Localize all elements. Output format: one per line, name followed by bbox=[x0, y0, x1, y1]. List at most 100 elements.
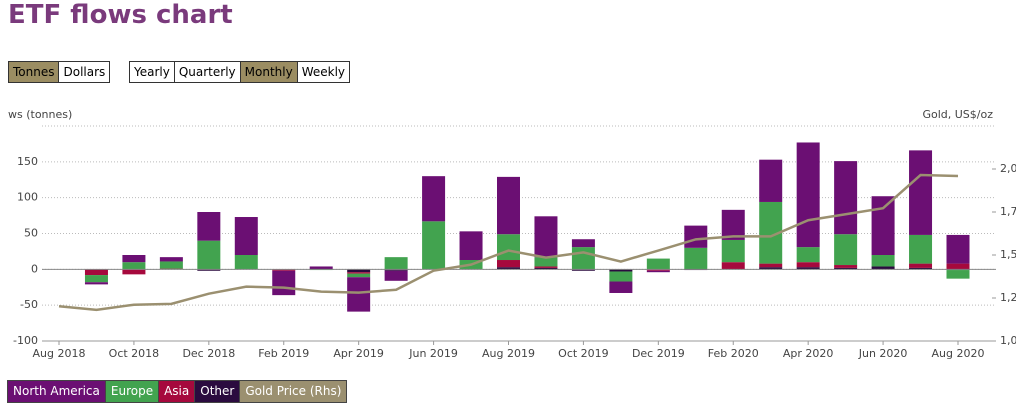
y-tick-label: -100 bbox=[13, 334, 38, 347]
bar-segment bbox=[646, 258, 670, 270]
page-title: ETF flows chart bbox=[8, 0, 233, 30]
legend-item[interactable]: Asia bbox=[158, 380, 196, 403]
bar-segment bbox=[534, 257, 558, 267]
toggle-button[interactable]: Weekly bbox=[296, 61, 350, 83]
toggle-button[interactable]: Dollars bbox=[58, 61, 111, 83]
bar-segment bbox=[384, 269, 408, 271]
bar-segment bbox=[721, 262, 745, 270]
period-toggle: Yearly Quarterly Monthly Weekly bbox=[129, 61, 350, 83]
bar-segment bbox=[309, 266, 333, 270]
bar-segment bbox=[272, 269, 296, 271]
x-tick-label: Aug 2019 bbox=[482, 347, 535, 360]
bar-segment bbox=[497, 176, 520, 235]
bar-segment bbox=[946, 263, 970, 270]
bar-segment bbox=[84, 282, 108, 285]
bar-segment bbox=[234, 217, 258, 255]
bar-segment bbox=[759, 201, 783, 264]
legend-item[interactable]: Gold Price (Rhs) bbox=[239, 380, 348, 403]
bar-segment bbox=[646, 270, 670, 273]
bar-segment bbox=[159, 257, 183, 262]
x-tick-label: Feb 2019 bbox=[258, 347, 309, 360]
y-tick-label: 50 bbox=[24, 227, 38, 240]
legend-item[interactable]: North America bbox=[7, 380, 106, 403]
x-tick-label: Aug 2018 bbox=[33, 347, 86, 360]
bar-segment bbox=[122, 269, 146, 275]
bar-segment bbox=[497, 267, 520, 270]
y2-tick-label: 1,250 bbox=[1000, 291, 1016, 304]
bar-segment bbox=[609, 281, 633, 293]
x-tick-label: Dec 2019 bbox=[632, 347, 685, 360]
gold-line bbox=[58, 173, 959, 312]
bar-segment bbox=[909, 267, 933, 270]
bar-segment bbox=[197, 212, 221, 241]
bar-segment bbox=[347, 273, 371, 278]
bar-segment bbox=[122, 255, 146, 263]
legend-item[interactable]: Other bbox=[194, 380, 241, 403]
y2-tick-label: 2,000 bbox=[1000, 162, 1016, 175]
toggle-button[interactable]: Monthly bbox=[239, 61, 298, 83]
bar-segment bbox=[871, 266, 895, 270]
y2-axis-label: Gold, US$/oz bbox=[922, 108, 993, 121]
y-tick-label: 150 bbox=[17, 155, 38, 168]
x-tick-label: Oct 2019 bbox=[558, 347, 609, 360]
bar-segment bbox=[796, 262, 820, 268]
x-tick-label: Oct 2018 bbox=[109, 347, 160, 360]
bar-segment bbox=[272, 270, 296, 296]
x-tick-label: Jun 2020 bbox=[858, 347, 908, 360]
legend-item[interactable]: Europe bbox=[104, 380, 160, 403]
bar-segment bbox=[909, 234, 933, 264]
bar-segment bbox=[946, 234, 970, 264]
bar-segment bbox=[609, 271, 633, 282]
bar-segment bbox=[197, 240, 221, 270]
bar-segment bbox=[759, 263, 783, 268]
bar-segment bbox=[534, 267, 558, 270]
chart: ws (tonnes) Gold, US$/oz -100 -50 0 50 100 15… bbox=[8, 108, 1016, 360]
bar-segment bbox=[796, 247, 820, 263]
bar-segment bbox=[946, 270, 970, 279]
bar-segment bbox=[909, 150, 933, 235]
y2-tick-label: 1,000 bbox=[1000, 334, 1016, 347]
bar-segment bbox=[571, 239, 595, 248]
bar-segment bbox=[834, 234, 858, 266]
bar-segment bbox=[534, 266, 558, 268]
bar-segment bbox=[684, 247, 708, 270]
bar-segment bbox=[422, 176, 446, 222]
bar-segment bbox=[759, 267, 783, 270]
y-tick-label: 100 bbox=[17, 191, 38, 204]
toggle-button[interactable]: Yearly bbox=[129, 61, 175, 83]
y2-tick-label: 1,750 bbox=[1000, 205, 1016, 218]
bar-segment bbox=[497, 260, 520, 268]
bar-segment bbox=[347, 277, 371, 312]
bar-segment bbox=[497, 234, 520, 261]
bar-segment bbox=[571, 269, 595, 271]
x-tick-label: Apr 2020 bbox=[783, 347, 834, 360]
bar-segment bbox=[834, 265, 858, 268]
y-tick-label: 0 bbox=[31, 262, 38, 275]
bar-segment bbox=[759, 159, 783, 202]
bar-segment bbox=[159, 261, 183, 269]
legend: North America Europe Asia Other Gold Price (… bbox=[7, 380, 348, 403]
y-tick-label: -50 bbox=[20, 298, 38, 311]
bar-segment bbox=[534, 216, 558, 258]
bar-segment bbox=[347, 272, 371, 274]
y-axis-label: ws (tonnes) bbox=[8, 108, 72, 121]
bar-segment bbox=[684, 225, 708, 248]
bar-segment bbox=[721, 209, 745, 240]
bar-segment bbox=[834, 267, 858, 270]
bar-segment bbox=[721, 239, 745, 263]
bar-segment bbox=[871, 196, 895, 255]
y2-tick-label: 1,500 bbox=[1000, 248, 1016, 261]
x-tick-label: Aug 2020 bbox=[932, 347, 985, 360]
x-tick-label: Feb 2020 bbox=[708, 347, 759, 360]
bar-segment bbox=[84, 275, 108, 283]
bar-segment bbox=[871, 255, 895, 267]
bar-segment bbox=[422, 221, 446, 270]
bar-segment bbox=[796, 267, 820, 270]
bar-segment bbox=[384, 270, 408, 281]
bar-segment bbox=[384, 257, 408, 270]
toggle-button[interactable]: Quarterly bbox=[173, 61, 241, 83]
bar-segment bbox=[122, 262, 146, 270]
bar-segment bbox=[459, 231, 483, 261]
bar-segment bbox=[646, 269, 670, 271]
